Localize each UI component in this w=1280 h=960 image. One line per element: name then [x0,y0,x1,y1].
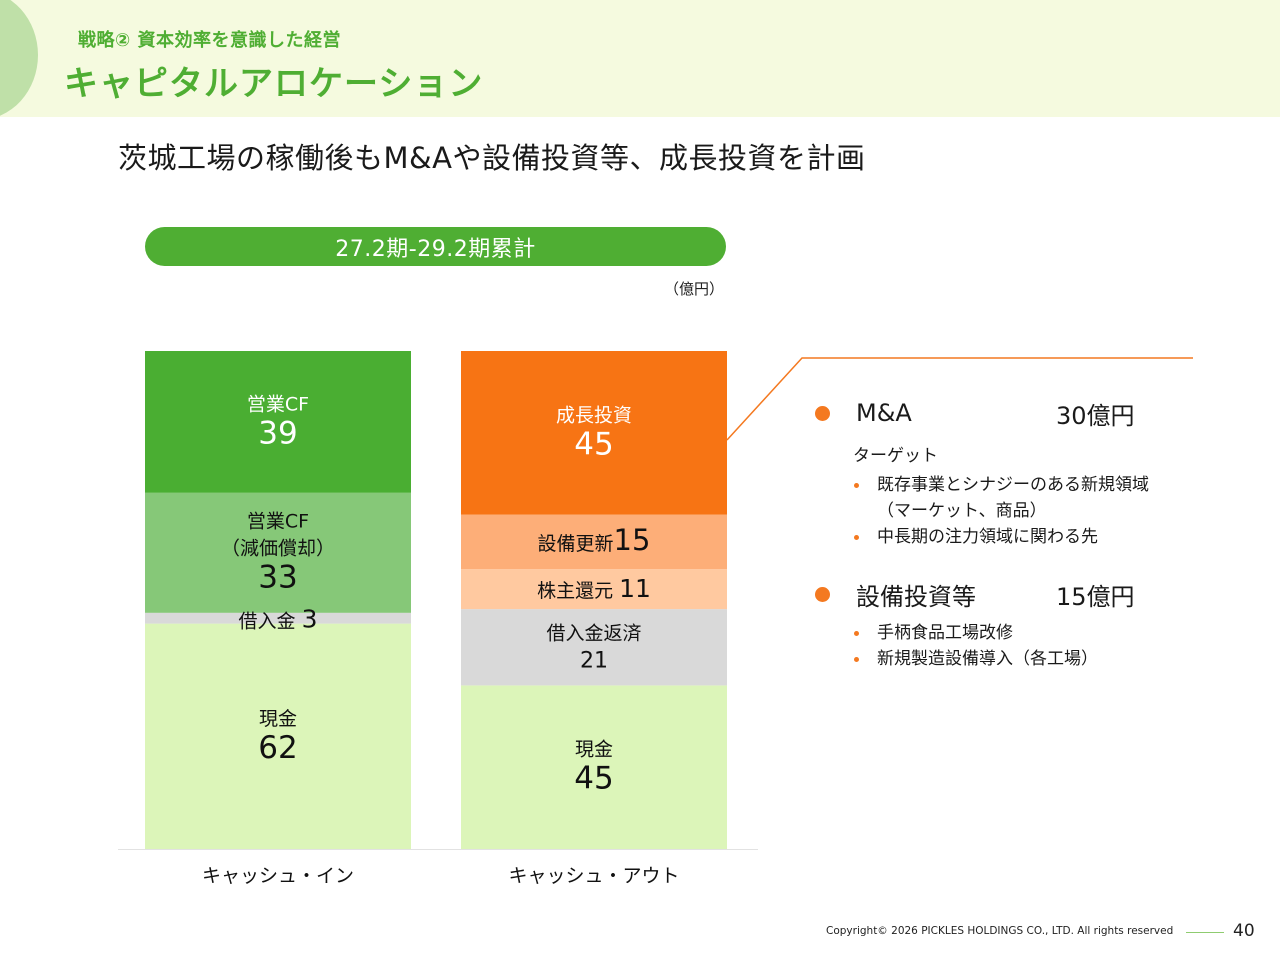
bar-segment [461,609,727,686]
growth-investment-detail: M&A 30億円 ターゲット 既存事業とシナジーのある新規領域 （マーケット、商… [812,395,1212,672]
footer-divider [1186,932,1224,933]
bar-segment [145,623,411,849]
bar-segment [145,351,411,493]
bar-segment [461,569,727,610]
slide-title: キャピタルアロケーション [64,64,484,104]
x-tick-label: キャッシュ・イン [202,865,354,887]
segment-value: 33 [258,560,297,596]
segment-name: 現金 [259,708,297,730]
period-label: 27.2期-29.2期累計 [145,227,726,266]
copyright-text: Copyright© 2026 PICKLES HOLDINGS CO., LT… [826,925,1174,937]
segment-name: 現金 [575,739,613,761]
segment-label: 株主還元 11 [537,574,651,603]
detail-item-name: 設備投資等 [856,582,976,611]
segment-value: 21 [580,648,608,673]
detail-item-amount: 30億円 [1056,401,1135,430]
section-subtitle: 戦略② 資本効率を意識した経営 [78,30,342,51]
segment-name: 借入金 [239,611,302,633]
segment-value: 11 [619,574,651,603]
bar-segment [145,492,411,613]
detail-bullet: 手柄食品工場改修 [853,620,1212,646]
segment-value: 3 [302,605,318,634]
detail-bullet: 中長期の注力領域に関わる先 [853,524,1212,550]
bar-segment [461,685,727,849]
detail-bullet-list: 既存事業とシナジーのある新規領域 （マーケット、商品） 中長期の注力領域に関わる… [853,472,1212,550]
segment-name: 営業CF [247,511,309,533]
detail-item-amount: 15億円 [1056,582,1135,611]
segment-name: 借入金返済 [546,622,641,644]
bar-segment [461,514,727,570]
detail-item-capex: 設備投資等 15億円 手柄食品工場改修 新規製造設備導入（各工場） [812,576,1212,672]
segment-value: 62 [258,730,297,766]
bar-segment [461,351,727,515]
detail-bullet: 新規製造設備導入（各工場） [853,646,1212,672]
segment-label: 設備更新15 [538,523,651,557]
detail-bullet: 既存事業とシナジーのある新規領域 （マーケット、商品） [853,472,1212,524]
segment-name: 成長投資 [556,404,632,426]
segment-name: 設備更新 [538,533,614,555]
segment-value: 45 [574,426,613,462]
segment-value: 15 [614,523,651,557]
segment-name: （減価償却） [221,538,335,560]
detail-bullet-list: 手柄食品工場改修 新規製造設備導入（各工場） [853,620,1212,672]
segment-name: 営業CF [247,393,309,415]
segment-value: 39 [258,415,297,451]
unit-label: （億円） [664,280,725,298]
detail-item-name: M&A [856,399,912,427]
slide-header: 戦略② 資本効率を意識した経営 キャピタルアロケーション [0,0,1280,117]
segment-label: 借入金 3 [239,605,318,634]
page-number: 40 [1233,921,1255,941]
bar-segment [145,612,411,624]
bullet-dot-icon [815,586,830,602]
growth-connector-line [726,357,1193,441]
lead-message: 茨城工場の稼働後もM&Aや設備投資等、成長投資を計画 [118,141,866,175]
detail-item-note: ターゲット [853,446,938,466]
detail-item-ma: M&A 30億円 ターゲット 既存事業とシナジーのある新規領域 （マーケット、商… [812,395,1212,550]
segment-value: 45 [574,761,613,797]
segment-name: 株主還元 [537,580,619,602]
x-tick-label: キャッシュ・アウト [508,865,679,887]
bullet-dot-icon [815,405,830,421]
